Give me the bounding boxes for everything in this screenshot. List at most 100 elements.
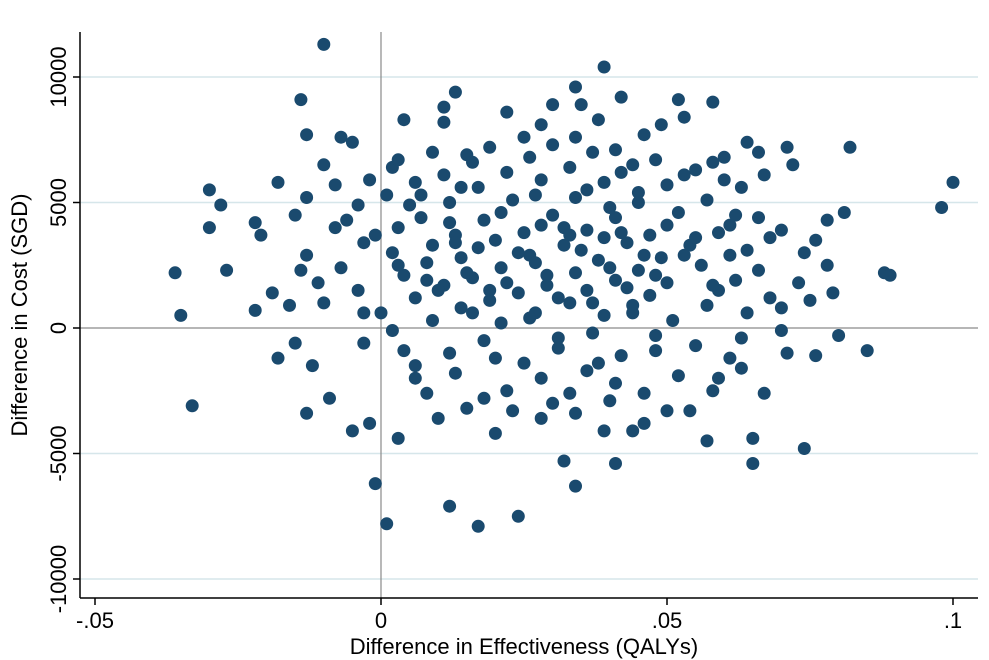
data-point (563, 160, 577, 174)
data-point (809, 233, 823, 247)
data-point (397, 113, 411, 127)
data-point (820, 213, 834, 227)
data-point (271, 351, 285, 365)
x-tick-label: -.05 (76, 608, 114, 633)
data-point (683, 404, 697, 418)
data-point (603, 394, 617, 408)
data-point (494, 316, 508, 330)
data-point (609, 143, 622, 157)
data-point (431, 411, 445, 425)
data-point (283, 298, 296, 312)
data-point (345, 135, 359, 149)
data-point (483, 140, 497, 154)
data-point (757, 168, 771, 182)
data-point (797, 442, 811, 455)
data-point (540, 268, 554, 282)
data-point (809, 349, 823, 363)
data-point (694, 258, 708, 272)
data-point (483, 283, 497, 297)
data-point (626, 306, 640, 320)
data-point (466, 155, 479, 169)
data-point (351, 283, 365, 297)
data-point (752, 263, 765, 277)
data-point (202, 221, 216, 235)
data-point (385, 324, 399, 337)
data-point (500, 384, 514, 398)
data-point (734, 180, 748, 194)
data-point (946, 175, 960, 189)
data-point (523, 150, 537, 164)
data-point (557, 238, 571, 252)
data-point (340, 213, 354, 227)
data-point (317, 37, 331, 51)
data-point (357, 306, 371, 320)
data-point (345, 424, 359, 438)
data-point (643, 288, 657, 302)
data-point (580, 183, 594, 197)
data-point (614, 226, 628, 240)
data-point (637, 416, 651, 430)
x-axis-title: Difference in Effectiveness (QALYs) (350, 634, 699, 659)
data-point (563, 296, 577, 310)
data-point (614, 165, 628, 179)
data-point (677, 110, 691, 124)
data-point (677, 248, 691, 262)
data-point (294, 263, 308, 277)
data-point (740, 306, 754, 320)
y-axis-ticks: -10000 -5000 0 5000 10000 (46, 46, 80, 613)
grid-lines (80, 76, 978, 580)
data-point (420, 256, 434, 270)
data-point (637, 248, 651, 262)
data-point (466, 306, 479, 320)
data-point (328, 221, 342, 235)
data-point (426, 145, 439, 159)
data-point (609, 376, 622, 390)
data-point (500, 276, 514, 290)
data-point (706, 278, 720, 292)
data-point (557, 454, 571, 468)
data-point (609, 273, 622, 287)
data-point (414, 211, 428, 225)
data-point (385, 246, 399, 260)
data-point (832, 329, 846, 342)
data-point (300, 406, 314, 420)
data-point (523, 311, 537, 325)
data-point (300, 191, 314, 204)
y-tick-label: -5000 (46, 425, 71, 481)
data-point (780, 346, 794, 360)
data-point (689, 163, 703, 177)
data-point (477, 213, 491, 227)
data-point (500, 105, 514, 119)
data-point (471, 519, 485, 533)
data-point (614, 349, 628, 363)
data-point (391, 431, 405, 445)
data-point (729, 208, 743, 222)
data-point (500, 165, 514, 179)
data-point (614, 90, 628, 104)
data-point (734, 331, 748, 345)
data-point (248, 216, 262, 230)
data-point (706, 155, 720, 169)
data-point (517, 356, 531, 370)
data-point (563, 386, 577, 400)
data-point (546, 138, 560, 152)
data-point (511, 246, 525, 260)
data-point (660, 218, 674, 232)
x-axis-ticks: -.05 0 .05 .1 (76, 598, 962, 633)
data-point (202, 183, 216, 197)
data-point (569, 406, 582, 420)
data-point (557, 221, 571, 235)
data-point (454, 301, 468, 315)
data-point (569, 191, 582, 204)
data-point (597, 60, 611, 74)
data-point (597, 308, 611, 322)
data-point (712, 226, 725, 240)
data-point (305, 359, 319, 373)
data-point (729, 273, 743, 287)
data-point (746, 457, 760, 470)
data-point (323, 391, 336, 405)
data-point (534, 118, 548, 132)
data-point (426, 238, 439, 252)
data-point (511, 286, 525, 300)
data-point (723, 218, 737, 232)
